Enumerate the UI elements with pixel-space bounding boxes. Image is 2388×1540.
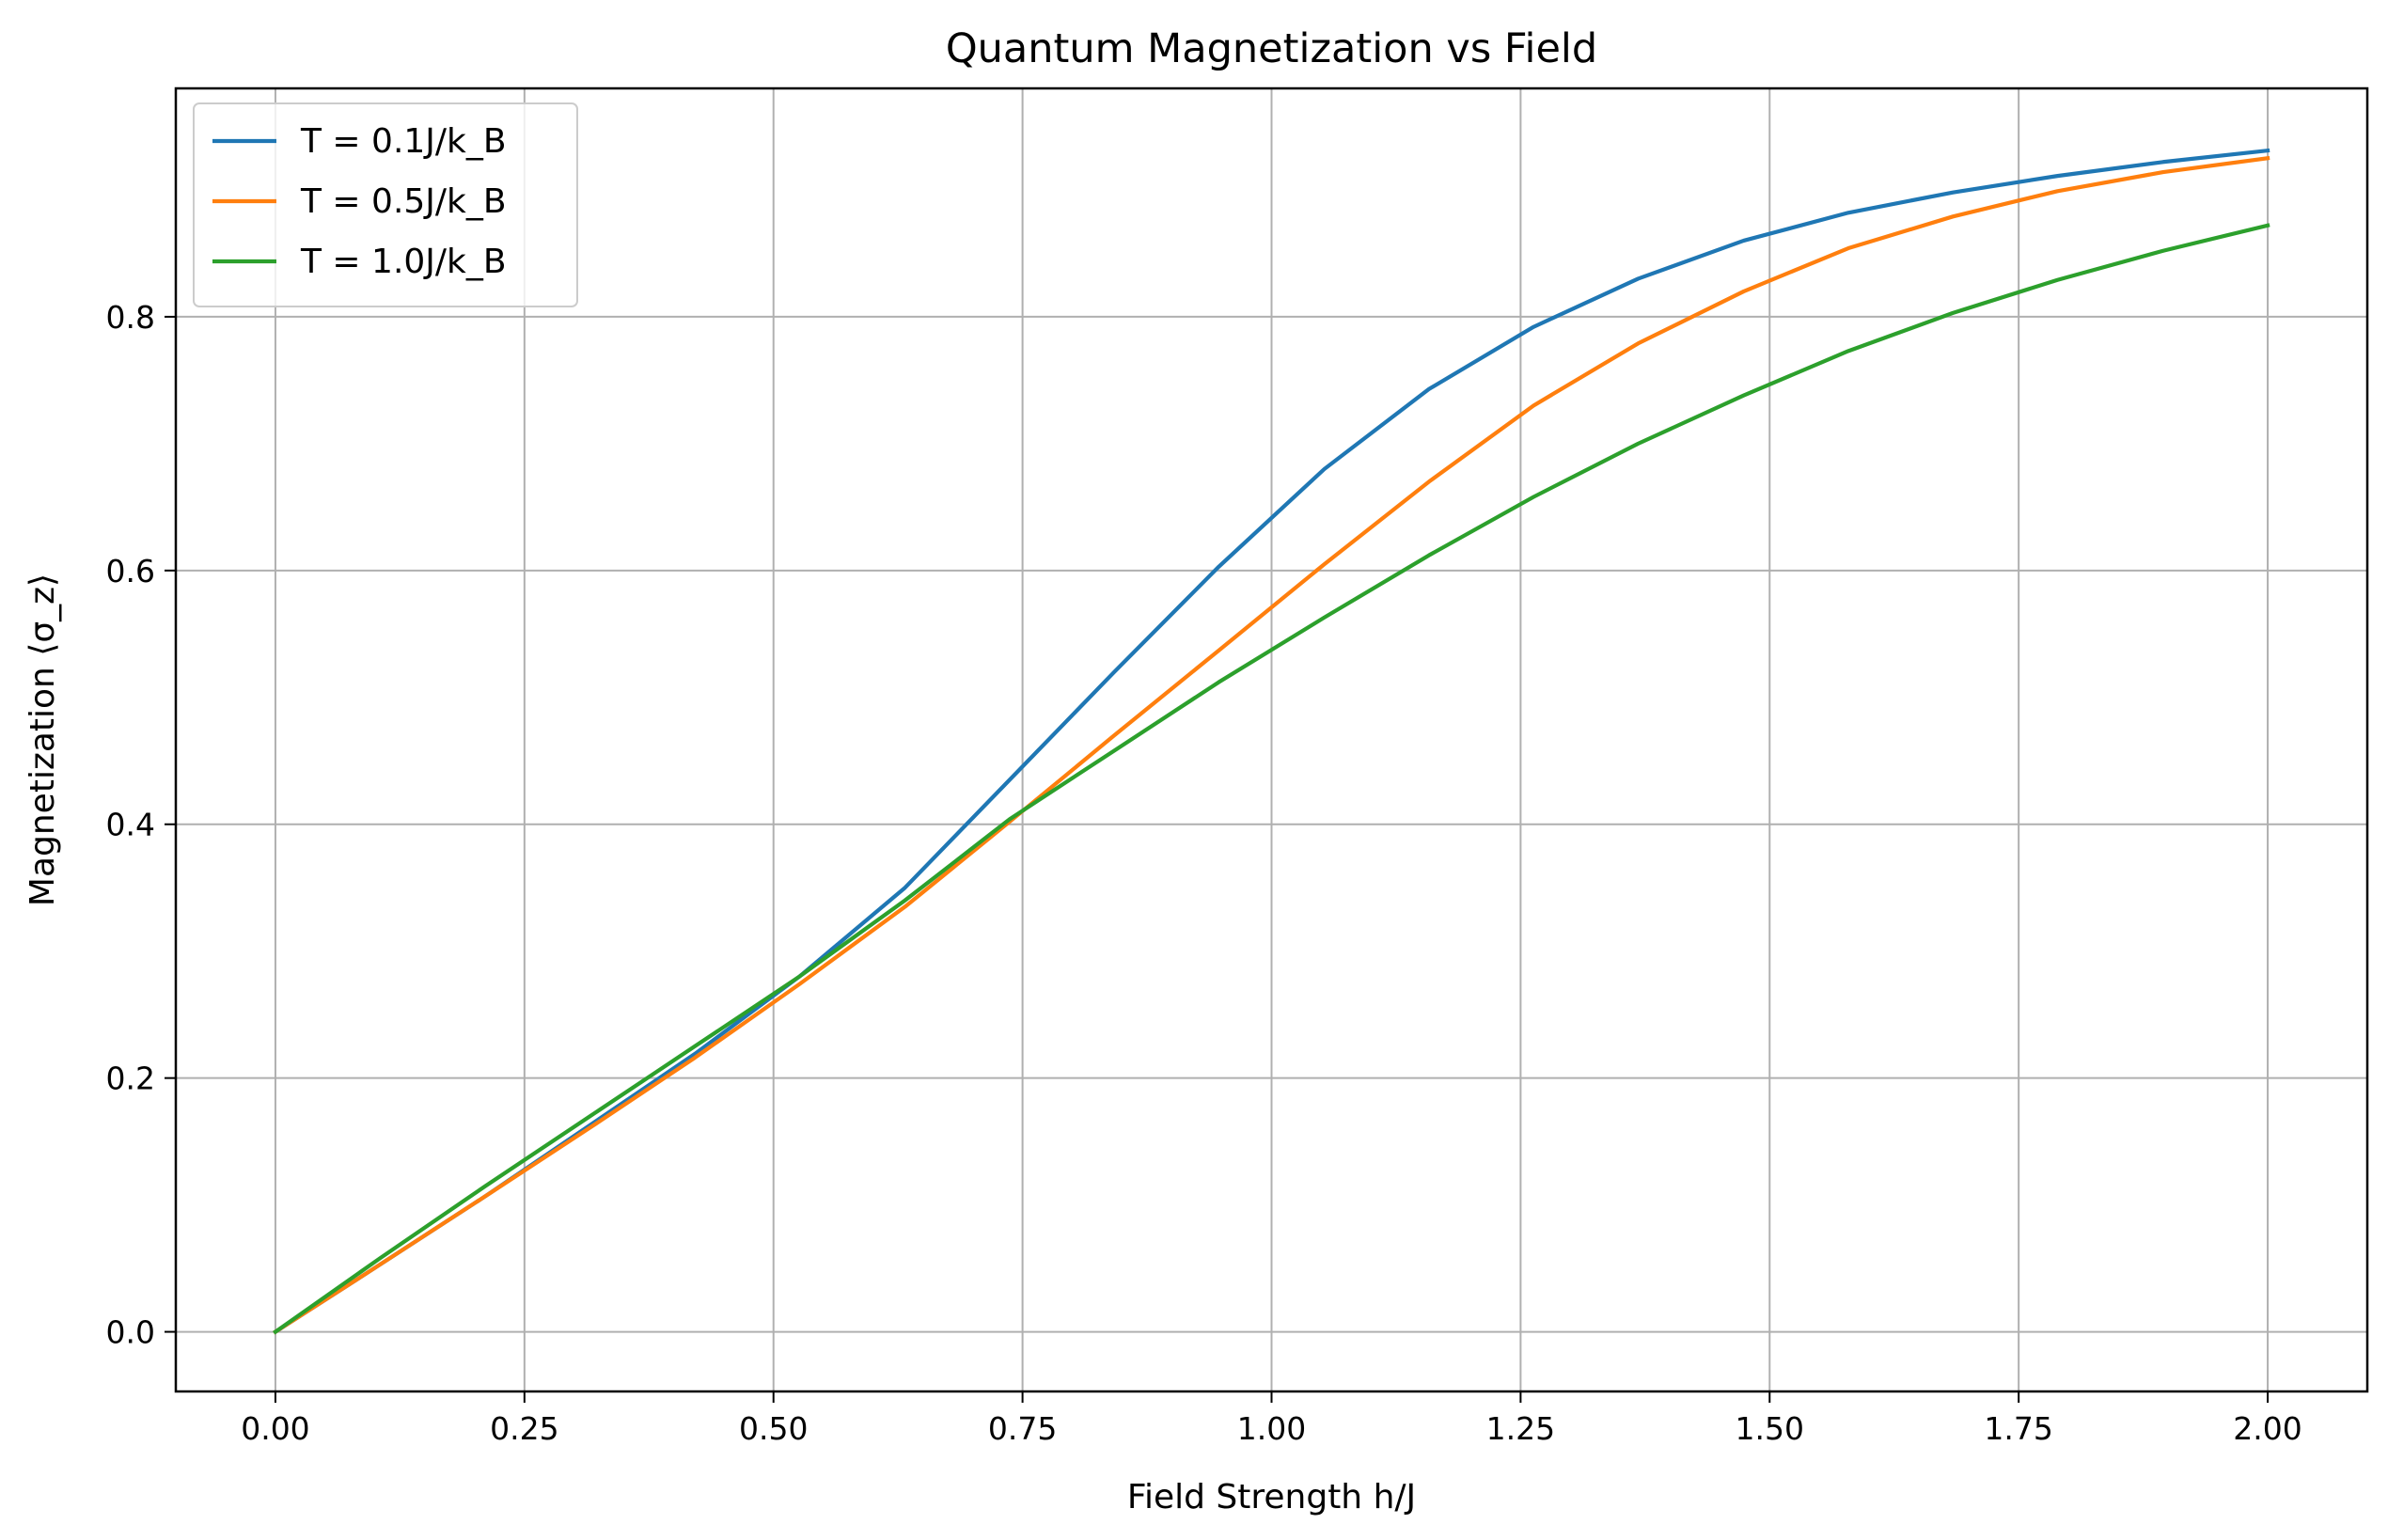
x-tick-label: 0.25 (490, 1410, 558, 1447)
legend-entry-label: T = 1.0J/k_B (300, 243, 507, 281)
series-lines (273, 148, 2270, 1335)
grid (176, 88, 2367, 1391)
y-axis-label: Magnetization ⟨σ_z⟩ (24, 574, 62, 906)
series-line-3 (273, 223, 2270, 1335)
x-tick-label: 1.75 (1984, 1410, 2052, 1447)
x-tick-label: 1.25 (1486, 1410, 1555, 1447)
legend-entry-label: T = 0.5J/k_B (300, 182, 507, 221)
legend: T = 0.1J/k_B T = 0.5J/k_B T = 1.0J/k_B (193, 102, 578, 307)
x-tick-label: 1.00 (1237, 1410, 1306, 1447)
x-tick-label: 0.50 (739, 1410, 808, 1447)
chart-title: Quantum Magnetization vs Field (946, 25, 1597, 72)
y-tick-label: 0.4 (106, 807, 155, 843)
legend-box (193, 102, 578, 307)
y-tick-label: 0.2 (106, 1061, 155, 1097)
x-axis-label: Field Strength h/J (1127, 1478, 1416, 1516)
y-tick-label: 0.6 (106, 553, 155, 589)
axis-ticks: 0.00 0.25 0.50 0.75 1.00 1.25 1.50 1.75 2.00 0.0 0… (106, 299, 2302, 1447)
x-tick-label: 0.75 (988, 1410, 1057, 1447)
y-tick-label: 0.0 (106, 1314, 155, 1351)
x-tick-label: 1.50 (1736, 1410, 1804, 1447)
x-tick-label: 2.00 (2233, 1410, 2302, 1447)
legend-entry-label: T = 0.1J/k_B (300, 122, 507, 161)
series-line-2 (273, 155, 2270, 1335)
y-tick-label: 0.8 (106, 299, 155, 336)
series-line-1 (273, 148, 2270, 1335)
x-tick-label: 0.00 (241, 1410, 309, 1447)
